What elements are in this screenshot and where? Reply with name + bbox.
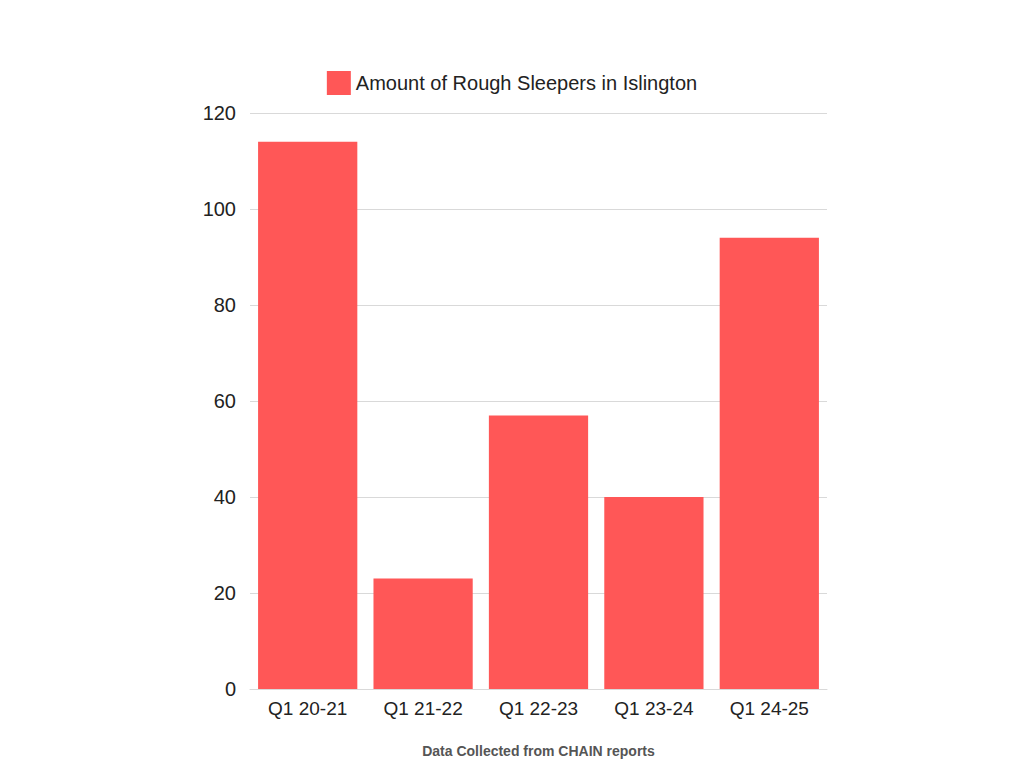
svg-text:Data Collected from CHAIN repo: Data Collected from CHAIN reports [422,743,655,759]
svg-text:120: 120 [203,102,236,124]
svg-text:Q1 22-23: Q1 22-23 [499,698,578,719]
svg-text:100: 100 [203,198,236,220]
svg-text:60: 60 [214,390,236,412]
svg-text:Q1 21-22: Q1 21-22 [383,698,462,719]
svg-text:Amount of Rough Sleepers in Is: Amount of Rough Sleepers in Islington [356,72,697,94]
svg-text:Q1 20-21: Q1 20-21 [268,698,347,719]
svg-text:40: 40 [214,486,236,508]
svg-text:Q1 24-25: Q1 24-25 [730,698,809,719]
svg-text:Q1 23-24: Q1 23-24 [614,698,694,719]
svg-text:20: 20 [214,582,236,604]
svg-text:80: 80 [214,294,236,316]
svg-text:0: 0 [225,678,236,700]
